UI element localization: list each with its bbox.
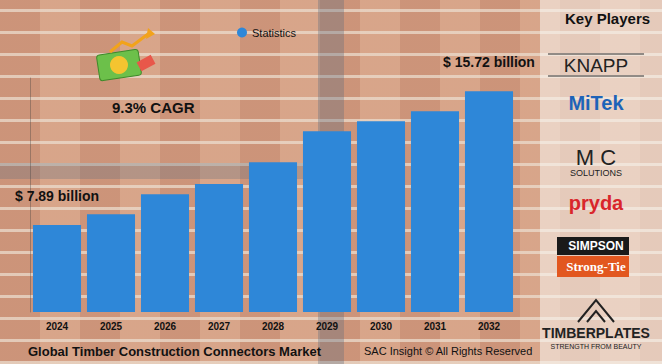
svg-text:2031: 2031 xyxy=(424,321,447,332)
svg-text:TIMBERPLATES: TIMBERPLATES xyxy=(542,325,650,341)
svg-text:2032: 2032 xyxy=(478,321,501,332)
svg-text:SIMPSON: SIMPSON xyxy=(568,239,623,253)
svg-text:9.3% CAGR: 9.3% CAGR xyxy=(112,99,195,116)
svg-text:pryda: pryda xyxy=(569,192,624,214)
svg-text:Strong-Tie: Strong-Tie xyxy=(566,259,626,274)
svg-text:2028: 2028 xyxy=(262,321,285,332)
svg-text:2029: 2029 xyxy=(316,321,339,332)
svg-text:2030: 2030 xyxy=(370,321,393,332)
svg-text:$ 7.89 billion: $ 7.89 billion xyxy=(15,188,99,204)
svg-text:2026: 2026 xyxy=(154,321,177,332)
svg-text:STRENGTH FROM BEAUTY: STRENGTH FROM BEAUTY xyxy=(550,343,641,350)
svg-text:M C: M C xyxy=(576,145,616,170)
svg-text:$ 15.72 billion: $ 15.72 billion xyxy=(443,54,535,70)
svg-text:2025: 2025 xyxy=(100,321,123,332)
svg-text:SOLUTIONS: SOLUTIONS xyxy=(570,168,622,178)
svg-text:Statistics: Statistics xyxy=(252,27,297,39)
svg-text:Global Timber Construction Con: Global Timber Construction Connectors Ma… xyxy=(28,344,322,359)
svg-text:MiTek: MiTek xyxy=(568,92,624,114)
svg-text:SAC Insight © All Rights Reser: SAC Insight © All Rights Reserved xyxy=(364,345,532,357)
svg-text:2027: 2027 xyxy=(208,321,231,332)
svg-text:Key Players: Key Players xyxy=(565,10,650,27)
svg-text:KNAPP: KNAPP xyxy=(564,55,628,76)
svg-text:2024: 2024 xyxy=(46,321,69,332)
